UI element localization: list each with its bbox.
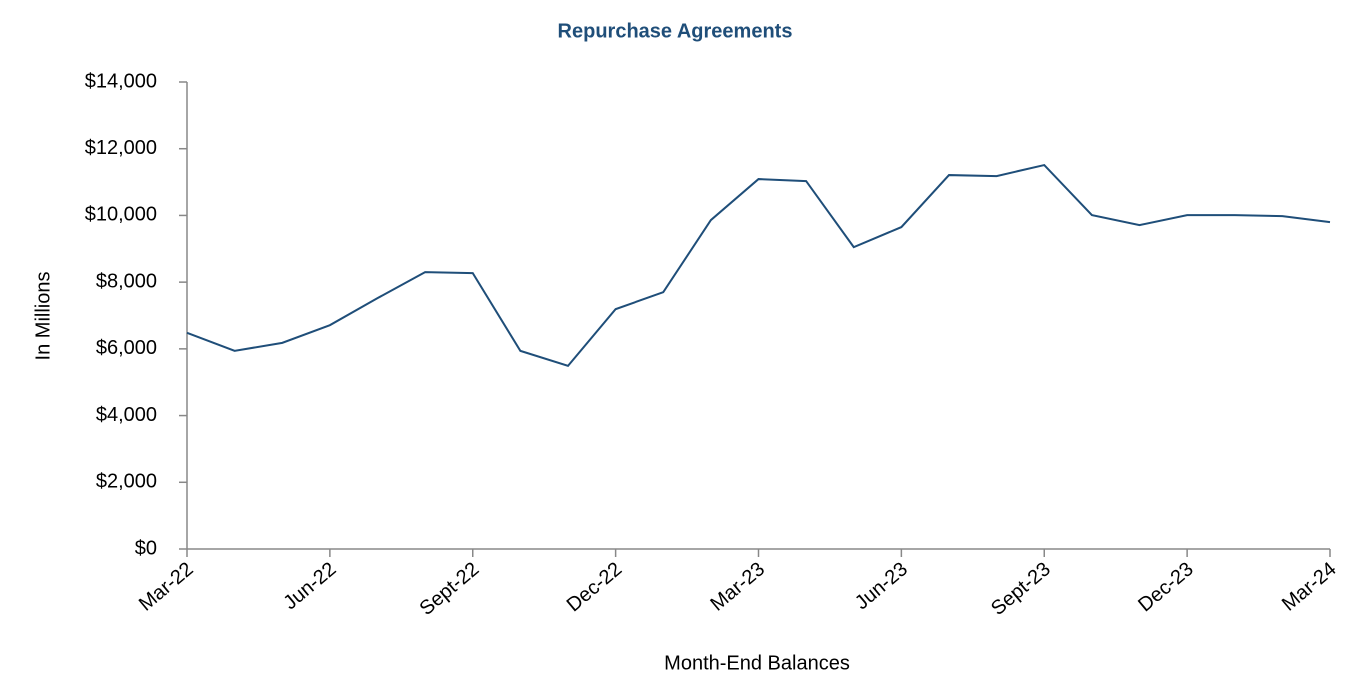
x-tick-label: Dec-22 (563, 558, 627, 616)
x-tick-label: Mar-24 (1278, 558, 1341, 616)
x-tick-label: Sept-23 (987, 558, 1055, 620)
y-tick-label: $6,000 (96, 337, 157, 359)
data-line (186, 163, 1331, 368)
y-axis-label: In Millions (32, 272, 54, 361)
x-tick-label: Dec-23 (1134, 558, 1198, 616)
y-tick-label: $0 (135, 537, 157, 559)
y-tick-label: $2,000 (96, 471, 157, 493)
x-tick-label: Jun-23 (851, 558, 912, 614)
chart-title: Repurchase Agreements (558, 20, 793, 42)
x-tick-label: Mar-23 (706, 558, 769, 616)
x-tick-label: Sept-22 (416, 558, 484, 620)
y-tick-label: $4,000 (96, 404, 157, 426)
x-tick-label: Jun-22 (279, 558, 340, 614)
y-tick-label: $10,000 (85, 204, 157, 226)
y-tick-label: $12,000 (85, 137, 157, 159)
x-tick-label: Mar-22 (135, 558, 198, 616)
y-tick-label: $8,000 (96, 270, 157, 292)
y-tick-label: $14,000 (85, 70, 157, 92)
x-axis-label: Month-End Balances (664, 652, 850, 674)
